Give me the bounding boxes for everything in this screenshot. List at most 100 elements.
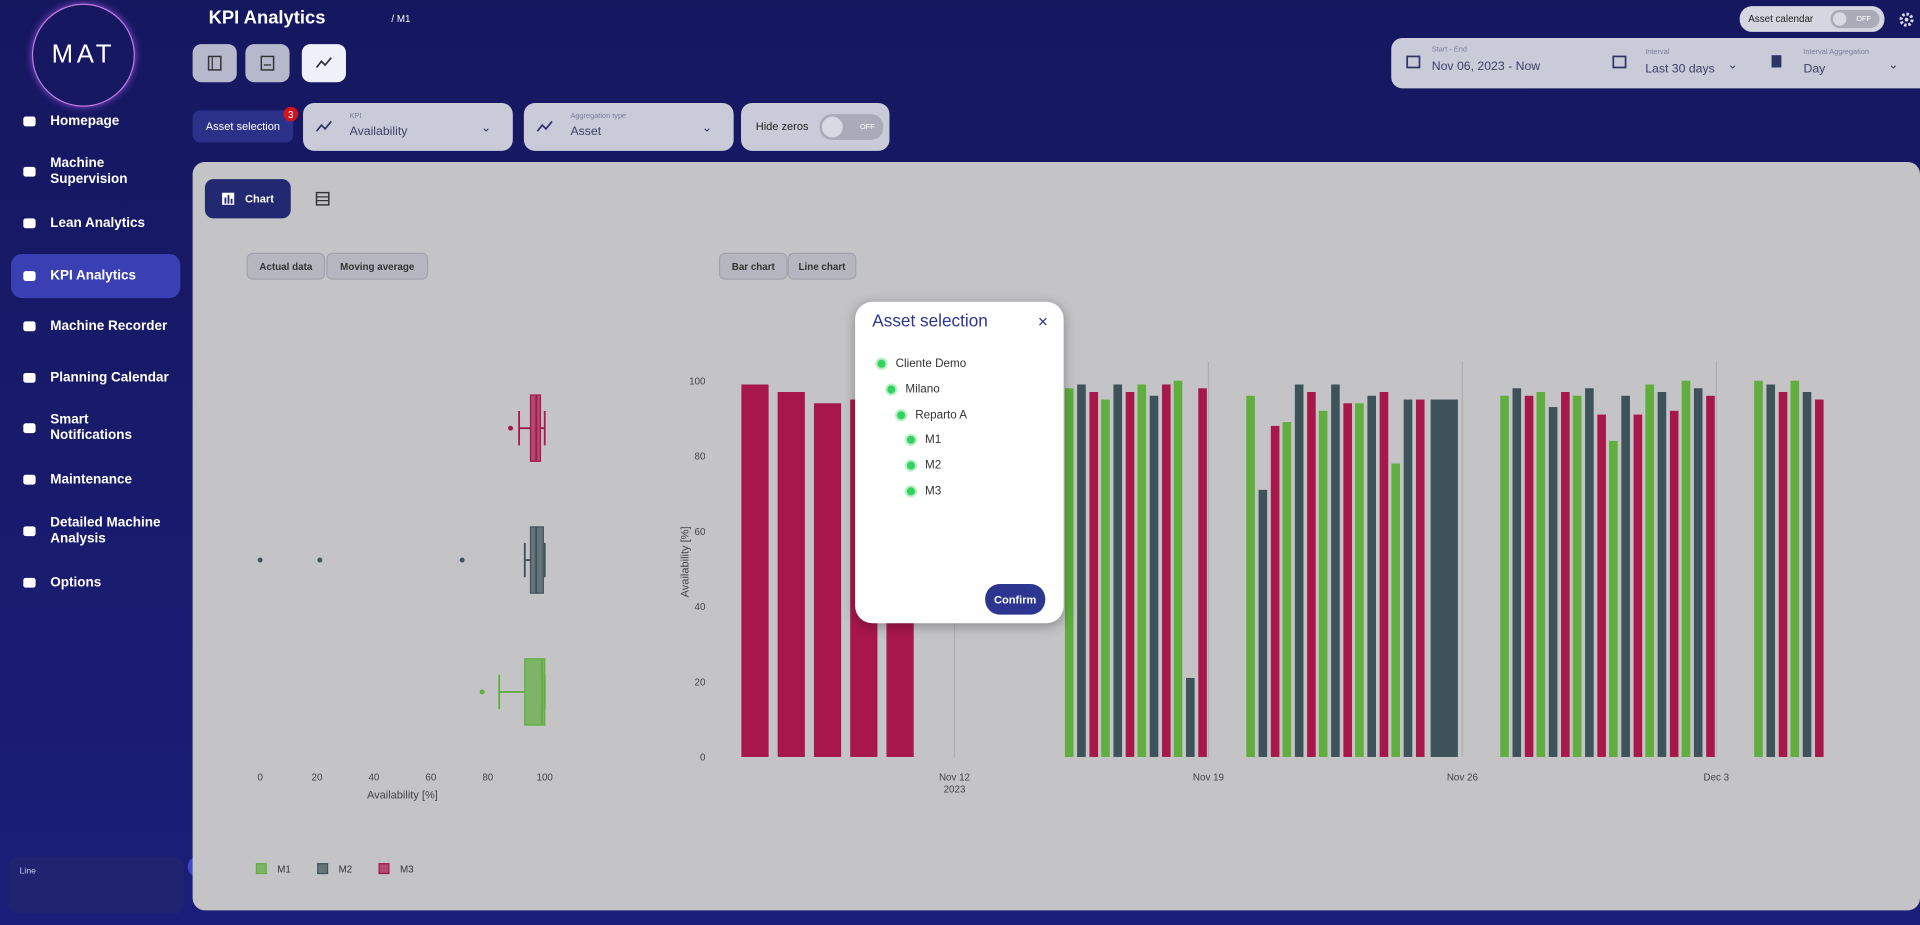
menu-item[interactable]: Machine Recorder bbox=[11, 304, 180, 348]
menu-item[interactable]: KPI Analytics bbox=[11, 253, 181, 299]
moving-average-button[interactable]: Moving average bbox=[326, 252, 429, 280]
toggle[interactable]: OFF bbox=[819, 114, 884, 140]
bar bbox=[1669, 410, 1679, 757]
breadcrumb: / M1 bbox=[391, 13, 411, 25]
bar bbox=[1149, 395, 1159, 757]
menu-icon bbox=[23, 321, 36, 332]
tree-label: M3 bbox=[925, 484, 942, 499]
bar bbox=[1391, 463, 1401, 757]
asset-calendar-label: Asset calendar bbox=[1748, 13, 1814, 25]
chevron: ⌄ bbox=[701, 121, 713, 135]
chevron: ⌄ bbox=[1888, 58, 1899, 73]
menu-label: Maintenance bbox=[50, 471, 133, 487]
bar bbox=[1125, 392, 1135, 757]
x-tick-label: Nov 12 2023 bbox=[939, 772, 970, 795]
hide-zeros-label: Hide zeros bbox=[755, 120, 809, 133]
bar bbox=[1294, 384, 1304, 757]
value[interactable]: Nov 06, 2023 - Now bbox=[1431, 60, 1541, 74]
table-tab[interactable] bbox=[315, 191, 330, 206]
line-chart-button[interactable]: Line chart bbox=[787, 252, 857, 280]
tree-node[interactable]: M2 bbox=[904, 459, 941, 473]
bar bbox=[1657, 392, 1667, 757]
asset-calendar[interactable]: Asset calendar OFF bbox=[1739, 6, 1885, 32]
tree-node[interactable]: M1 bbox=[904, 434, 941, 447]
chart-tab-label: Chart bbox=[245, 192, 274, 205]
aggregation-select[interactable]: Aggregation type Asset ⌄ bbox=[523, 103, 734, 151]
tree-node[interactable]: Milano bbox=[885, 383, 940, 396]
menu-label: Options bbox=[50, 574, 102, 590]
x-tick-label: 40 bbox=[368, 772, 379, 783]
menu-item[interactable]: Lean Analytics bbox=[11, 201, 180, 245]
bar bbox=[1597, 414, 1606, 757]
tree-label: M1 bbox=[925, 433, 942, 448]
settings-icon[interactable] bbox=[1898, 11, 1915, 28]
x-tick-label: Nov 19 bbox=[1193, 772, 1224, 783]
bar bbox=[1258, 489, 1268, 757]
asset-selection-button[interactable]: Asset selection bbox=[192, 110, 294, 143]
menu-item[interactable]: Planning Calendar bbox=[11, 356, 180, 400]
tree-node[interactable]: Reparto A bbox=[894, 408, 968, 422]
status-dot bbox=[875, 357, 888, 370]
status-dot bbox=[894, 408, 908, 421]
date-filters: Start - End Nov 06, 2023 - Now Interval … bbox=[1391, 38, 1920, 89]
bar bbox=[1415, 399, 1425, 757]
value[interactable]: Day bbox=[1803, 62, 1826, 77]
actual-data-button[interactable]: Actual data bbox=[246, 252, 326, 280]
bar bbox=[1815, 399, 1824, 757]
tree-node[interactable]: M3 bbox=[904, 485, 941, 498]
bar bbox=[1113, 384, 1123, 757]
label: Start - End bbox=[1431, 46, 1467, 54]
bar bbox=[1790, 380, 1800, 757]
line-box[interactable]: Line bbox=[8, 856, 185, 914]
menu-item[interactable]: Options bbox=[11, 561, 180, 605]
toggle[interactable]: OFF bbox=[1830, 9, 1880, 29]
tree-label: Cliente Demo bbox=[895, 357, 967, 371]
asset-selection-label: Asset selection bbox=[205, 120, 281, 133]
menu-item[interactable]: Homepage bbox=[11, 99, 180, 143]
view-button-active[interactable] bbox=[301, 44, 346, 83]
bar bbox=[1137, 384, 1147, 757]
value[interactable]: Last 30 days bbox=[1645, 62, 1715, 77]
x-tick-label: 0 bbox=[257, 772, 263, 783]
tree-label: Reparto A bbox=[915, 408, 968, 422]
chevron: ⌄ bbox=[480, 121, 492, 135]
view-button[interactable] bbox=[245, 44, 290, 83]
menu-label: Lean Analytics bbox=[50, 215, 146, 231]
view-button[interactable] bbox=[192, 44, 237, 83]
status-dot bbox=[904, 434, 918, 447]
modal-title: Asset selection bbox=[872, 310, 988, 331]
confirm-button[interactable]: Confirm bbox=[985, 583, 1046, 615]
kpi-select[interactable]: KPI Availability ⌄ bbox=[303, 103, 513, 151]
menu-item[interactable]: Machine Supervision bbox=[11, 150, 180, 194]
chart-tab[interactable]: Chart bbox=[204, 179, 291, 219]
menu-item[interactable]: Maintenance bbox=[11, 458, 180, 502]
menu-item[interactable]: Smart Notifications bbox=[11, 406, 180, 450]
legend-swatch bbox=[317, 863, 329, 875]
bar bbox=[777, 392, 805, 757]
bar bbox=[1645, 384, 1654, 757]
menu-label: Machine Recorder bbox=[50, 318, 168, 334]
logo[interactable]: MAT bbox=[31, 3, 135, 107]
outlier bbox=[257, 557, 263, 563]
icon bbox=[207, 55, 222, 71]
bar bbox=[1162, 384, 1171, 757]
bar bbox=[1706, 395, 1715, 757]
outlier bbox=[508, 425, 514, 431]
x-tick-label: 60 bbox=[425, 772, 436, 783]
legend-label: M3 bbox=[400, 864, 414, 875]
line-label: Line bbox=[19, 867, 36, 876]
x-tick-label: 20 bbox=[312, 772, 323, 783]
tree-node[interactable]: Cliente Demo bbox=[875, 357, 967, 371]
menu-item[interactable]: Detailed Machine Analysis bbox=[11, 509, 180, 553]
y-tick-label: 40 bbox=[695, 602, 706, 613]
bar bbox=[1633, 414, 1643, 757]
bar bbox=[1343, 403, 1352, 757]
menu-icon bbox=[23, 218, 36, 229]
bar-chart-button[interactable]: Bar chart bbox=[718, 252, 788, 280]
toggle-text: OFF bbox=[1856, 15, 1871, 23]
close-button[interactable]: × bbox=[1037, 311, 1048, 332]
legend-swatch bbox=[255, 863, 267, 875]
bar bbox=[1077, 384, 1086, 757]
bar bbox=[1621, 395, 1630, 757]
